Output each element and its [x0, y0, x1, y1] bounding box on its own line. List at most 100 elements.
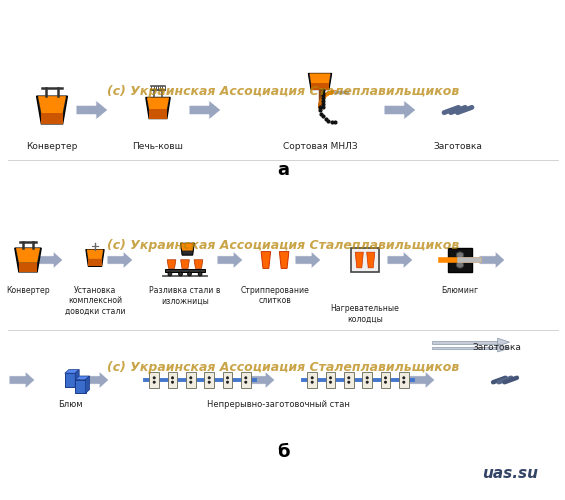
Circle shape	[245, 381, 247, 384]
Polygon shape	[87, 250, 103, 259]
Polygon shape	[194, 260, 203, 268]
Polygon shape	[88, 259, 102, 266]
Bar	[168, 372, 177, 388]
Text: Непрерывно-заготовочный стан: Непрерывно-заготовочный стан	[207, 400, 349, 409]
Circle shape	[347, 381, 350, 384]
Polygon shape	[65, 370, 79, 373]
Circle shape	[384, 376, 386, 379]
Bar	[447, 248, 472, 272]
Circle shape	[227, 381, 229, 384]
Polygon shape	[38, 96, 66, 113]
Polygon shape	[409, 371, 435, 389]
Bar	[351, 248, 379, 272]
Text: Блюм: Блюм	[58, 400, 82, 409]
Circle shape	[311, 381, 314, 384]
Circle shape	[208, 381, 210, 384]
Bar	[241, 372, 251, 388]
Bar	[399, 372, 408, 388]
Polygon shape	[19, 262, 37, 272]
Text: Установка
комплексной
доводки стали: Установка комплексной доводки стали	[65, 286, 125, 316]
Polygon shape	[479, 251, 505, 269]
Bar	[381, 372, 390, 388]
Polygon shape	[86, 376, 90, 393]
Bar	[432, 346, 498, 350]
Polygon shape	[86, 250, 104, 266]
Polygon shape	[295, 251, 321, 269]
Polygon shape	[37, 96, 67, 124]
Circle shape	[403, 376, 405, 379]
Circle shape	[347, 376, 350, 379]
Polygon shape	[189, 100, 221, 120]
Text: (с) Украинская Ассоциация Сталеплавильщиков: (с) Украинская Ассоциация Сталеплавильщи…	[107, 238, 459, 252]
Bar	[149, 372, 159, 388]
Circle shape	[329, 381, 332, 384]
Bar	[326, 372, 335, 388]
Text: Заготовка: Заготовка	[472, 343, 521, 352]
Circle shape	[153, 376, 155, 379]
Bar	[205, 372, 214, 388]
Circle shape	[153, 381, 155, 384]
Bar	[75, 380, 86, 393]
Polygon shape	[37, 251, 63, 269]
Polygon shape	[308, 74, 332, 90]
Polygon shape	[83, 371, 109, 389]
Bar	[307, 372, 317, 388]
Polygon shape	[279, 252, 289, 268]
Polygon shape	[146, 98, 170, 118]
Circle shape	[403, 381, 405, 384]
Circle shape	[168, 272, 172, 276]
Polygon shape	[181, 244, 193, 250]
Circle shape	[171, 376, 173, 379]
Polygon shape	[261, 252, 271, 268]
Ellipse shape	[457, 252, 464, 258]
Polygon shape	[355, 252, 363, 268]
Text: а: а	[277, 161, 289, 179]
Circle shape	[366, 376, 368, 379]
Polygon shape	[217, 251, 243, 269]
Circle shape	[227, 376, 229, 379]
Polygon shape	[181, 244, 194, 255]
Polygon shape	[76, 100, 108, 120]
Text: Заготовка: Заготовка	[433, 142, 483, 151]
Circle shape	[190, 376, 192, 379]
Circle shape	[198, 272, 202, 276]
Bar	[432, 340, 498, 344]
Circle shape	[208, 376, 210, 379]
Text: (с) Украинская Ассоциация Сталеплавильщиков: (с) Украинская Ассоциация Сталеплавильщи…	[107, 86, 459, 98]
Polygon shape	[249, 371, 275, 389]
Circle shape	[366, 381, 368, 384]
Polygon shape	[107, 251, 133, 269]
Circle shape	[190, 381, 192, 384]
Polygon shape	[75, 376, 90, 380]
Text: Конвертер: Конвертер	[6, 286, 50, 295]
Bar	[344, 372, 354, 388]
Text: Блюминг: Блюминг	[441, 286, 479, 295]
Circle shape	[329, 376, 332, 379]
Text: Разливка стали в
изложницы: Разливка стали в изложницы	[149, 286, 221, 306]
Bar	[362, 372, 372, 388]
Bar	[65, 373, 75, 387]
Text: Печь-ковш: Печь-ковш	[133, 142, 184, 151]
Polygon shape	[16, 248, 40, 262]
Bar	[164, 268, 206, 272]
Text: (с) Украинская Ассоциация Сталеплавильщиков: (с) Украинская Ассоциация Сталеплавильщи…	[107, 360, 459, 374]
Polygon shape	[41, 113, 63, 124]
Text: Нагревательные
колодцы: Нагревательные колодцы	[331, 304, 399, 324]
Polygon shape	[498, 344, 510, 352]
Text: б: б	[277, 443, 289, 461]
Circle shape	[171, 381, 173, 384]
Polygon shape	[367, 252, 375, 268]
Polygon shape	[15, 248, 41, 272]
Bar	[223, 372, 232, 388]
Text: uas.su: uas.su	[482, 466, 538, 481]
Polygon shape	[167, 260, 176, 268]
Polygon shape	[387, 251, 413, 269]
Circle shape	[245, 376, 247, 379]
Polygon shape	[384, 100, 416, 120]
Polygon shape	[149, 109, 167, 118]
Circle shape	[384, 381, 386, 384]
Text: Стрипперование
слитков: Стрипперование слитков	[241, 286, 310, 306]
Polygon shape	[310, 74, 331, 84]
Ellipse shape	[457, 262, 464, 268]
Polygon shape	[311, 84, 329, 89]
